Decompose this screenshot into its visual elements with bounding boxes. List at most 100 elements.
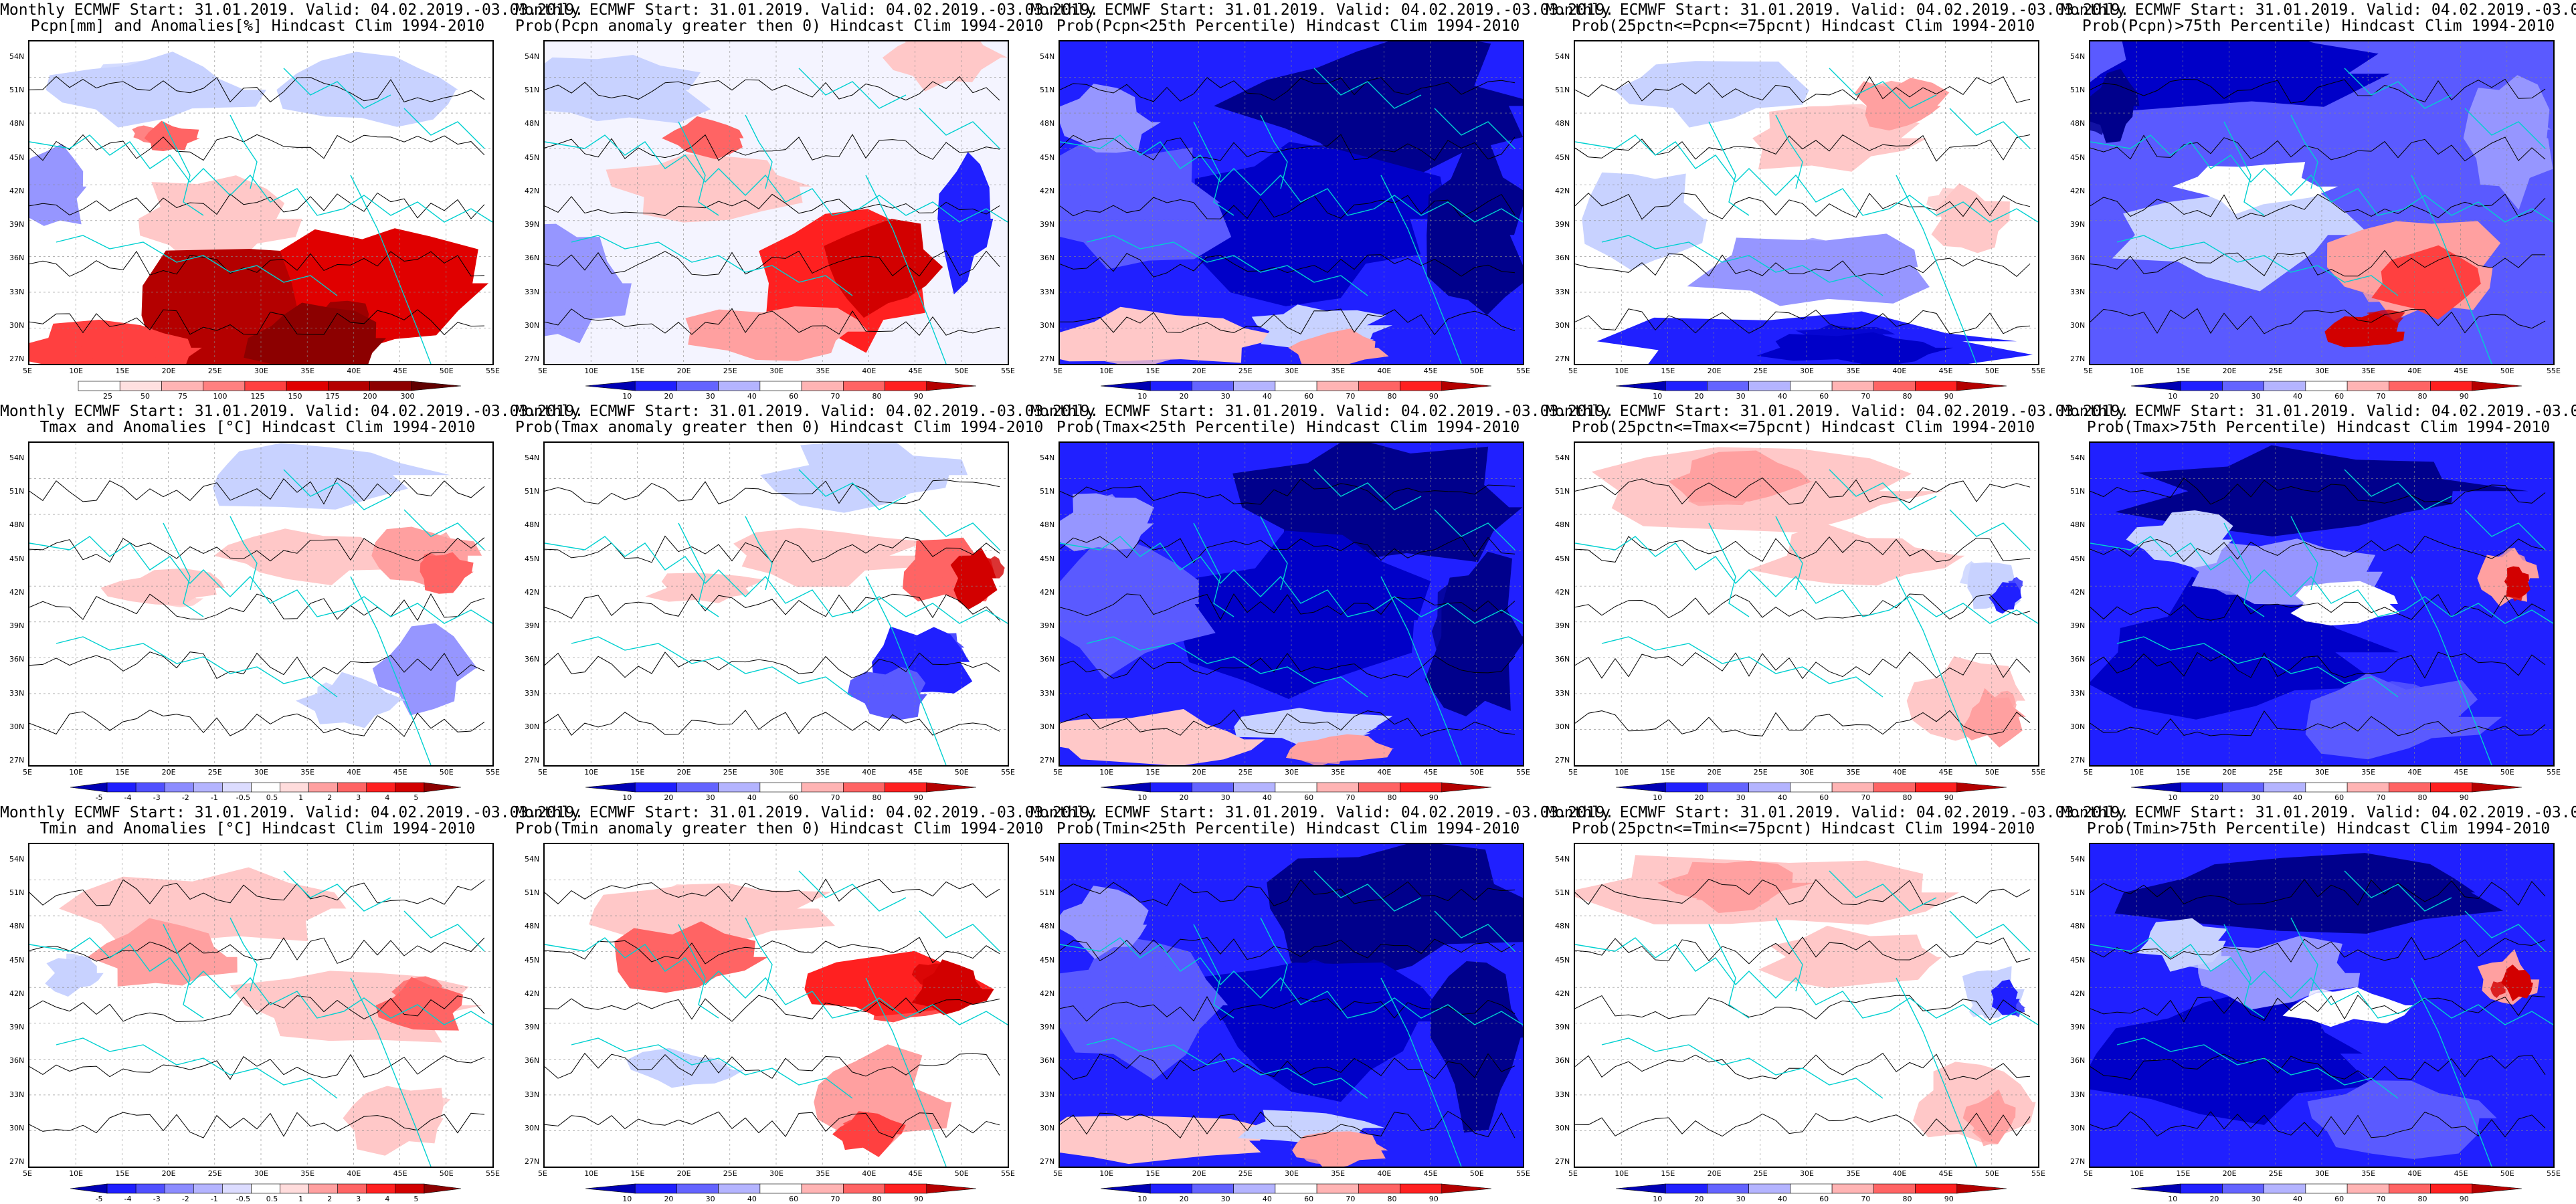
legend-tick-label: 20 — [2209, 1195, 2219, 1203]
longitude-label: 35E — [300, 367, 315, 375]
field-shading — [2150, 628, 2306, 695]
legend-swatch — [222, 1183, 252, 1194]
longitude-label: 35E — [2361, 768, 2376, 777]
legend-tick-label: 4 — [385, 1195, 390, 1203]
longitude-label: 35E — [816, 1169, 830, 1178]
legend-tick-label: 40 — [1262, 1195, 1272, 1203]
legend-tick-label: 70 — [1346, 1195, 1356, 1203]
field-shading — [1083, 965, 1182, 1030]
latitude-label: 51N — [2070, 86, 2086, 95]
latitude-label: 39N — [525, 621, 540, 631]
legend-swatch — [634, 782, 677, 793]
coastline — [2116, 636, 2399, 698]
legend-swatch — [1192, 782, 1234, 793]
field-shading — [2208, 561, 2305, 597]
longitude-label: 40E — [1892, 1169, 1907, 1178]
legend-tick-label: 70 — [2376, 793, 2386, 802]
latitude-label: 45N — [1040, 554, 1055, 563]
longitude-label: 10E — [1615, 768, 1629, 777]
legend-tick-label: 80 — [2417, 392, 2427, 401]
legend-tick-label: 30 — [2251, 1195, 2261, 1203]
field-shading — [2501, 965, 2533, 1001]
legend-tick-label: 10 — [622, 392, 632, 401]
contour-line — [1575, 134, 2031, 162]
longitude-label: 15E — [2176, 768, 2191, 777]
forecast-map — [543, 441, 1009, 767]
latitude-label: 36N — [9, 254, 25, 263]
latitude-label: 33N — [9, 1090, 25, 1099]
latitude-label: 51N — [2070, 888, 2086, 898]
panel-header: Monthly ECMWF Start: 31.01.2019. Valid: … — [1546, 804, 2130, 821]
forecast-map — [1574, 441, 2039, 767]
coastline — [56, 1037, 338, 1099]
legend-tick-label: 50 — [141, 392, 150, 401]
legend-tick-label: 40 — [747, 793, 757, 802]
forecast-panel: Monthly ECMWF Start: 31.01.2019. Valid: … — [1030, 803, 1614, 1204]
legend-tick-label: 60 — [789, 1195, 799, 1203]
longitude-label: 50E — [439, 1169, 454, 1178]
legend-swatch — [2430, 1183, 2473, 1194]
legend-swatch — [1665, 1183, 1708, 1194]
latitude-label: 45N — [2070, 153, 2086, 162]
field-shading — [1310, 468, 1449, 531]
latitude-label: 36N — [9, 655, 25, 664]
coastline — [1086, 636, 1368, 698]
field-shading — [618, 884, 755, 916]
legend-swatch — [1149, 1183, 1192, 1194]
field-shading — [2298, 597, 2357, 619]
latitude-label: 48N — [525, 922, 540, 931]
contour-line — [1060, 709, 1515, 736]
legend-swatch — [1149, 381, 1192, 391]
legend-tick-label: 300 — [400, 392, 415, 401]
panel-header: Monthly ECMWF Start: 31.01.2019. Valid: … — [515, 403, 1099, 420]
longitude-label: 5E — [2084, 367, 2093, 375]
legend-swatch — [634, 1183, 677, 1194]
latitude-label: 30N — [2070, 1123, 2086, 1132]
longitude-label: 10E — [69, 1169, 84, 1178]
contour-line — [2090, 308, 2546, 334]
longitude-label: 25E — [723, 1169, 737, 1178]
latitude-label: 36N — [1040, 254, 1055, 263]
coastline — [1380, 576, 1462, 765]
legend-swatch — [1441, 782, 1492, 793]
longitude-label: 55E — [486, 1169, 500, 1178]
longitude-label: 10E — [584, 768, 599, 777]
field-shading — [2490, 981, 2506, 998]
contour-line — [1060, 1110, 1515, 1138]
field-shading — [1972, 1118, 2003, 1146]
longitude-label: 20E — [1192, 367, 1206, 375]
field-shading — [1696, 878, 1774, 906]
legend-swatch — [1100, 782, 1151, 793]
coastline — [1260, 917, 1288, 992]
longitude-label: 55E — [1001, 367, 1015, 375]
forecast-map — [28, 441, 494, 767]
coastline — [2290, 917, 2318, 992]
legend-swatch — [164, 782, 194, 793]
legend-swatch — [2472, 381, 2522, 391]
legend-swatch — [1441, 1183, 1492, 1194]
coastline — [163, 522, 204, 617]
legend-swatch — [251, 782, 280, 793]
field-shading — [669, 583, 733, 598]
coastline — [283, 469, 391, 510]
longitude-label: 20E — [2222, 768, 2237, 777]
legend-swatch — [676, 381, 719, 391]
legend-swatch — [106, 782, 136, 793]
legend-swatch — [308, 782, 338, 793]
longitude-label: 5E — [23, 1169, 32, 1178]
legend-tick-label: 25 — [103, 392, 112, 401]
legend-swatch — [2347, 381, 2389, 391]
legend-tick-label: 40 — [747, 1195, 757, 1203]
legend-swatch — [337, 1183, 367, 1194]
longitude-label: 45E — [2454, 768, 2468, 777]
coastline — [865, 175, 947, 364]
legend-swatch — [395, 1183, 425, 1194]
longitude-label: 35E — [1331, 367, 1346, 375]
longitude-label: 40E — [1892, 367, 1907, 375]
latitude-label: 30N — [1040, 1123, 1055, 1132]
panel-title: Prob(Tmin anomaly greater then 0) Hindca… — [515, 820, 1044, 837]
contour-line — [29, 937, 485, 964]
coastline — [403, 910, 485, 952]
latitude-label: 30N — [525, 722, 540, 731]
legend-swatch — [1192, 1183, 1234, 1194]
